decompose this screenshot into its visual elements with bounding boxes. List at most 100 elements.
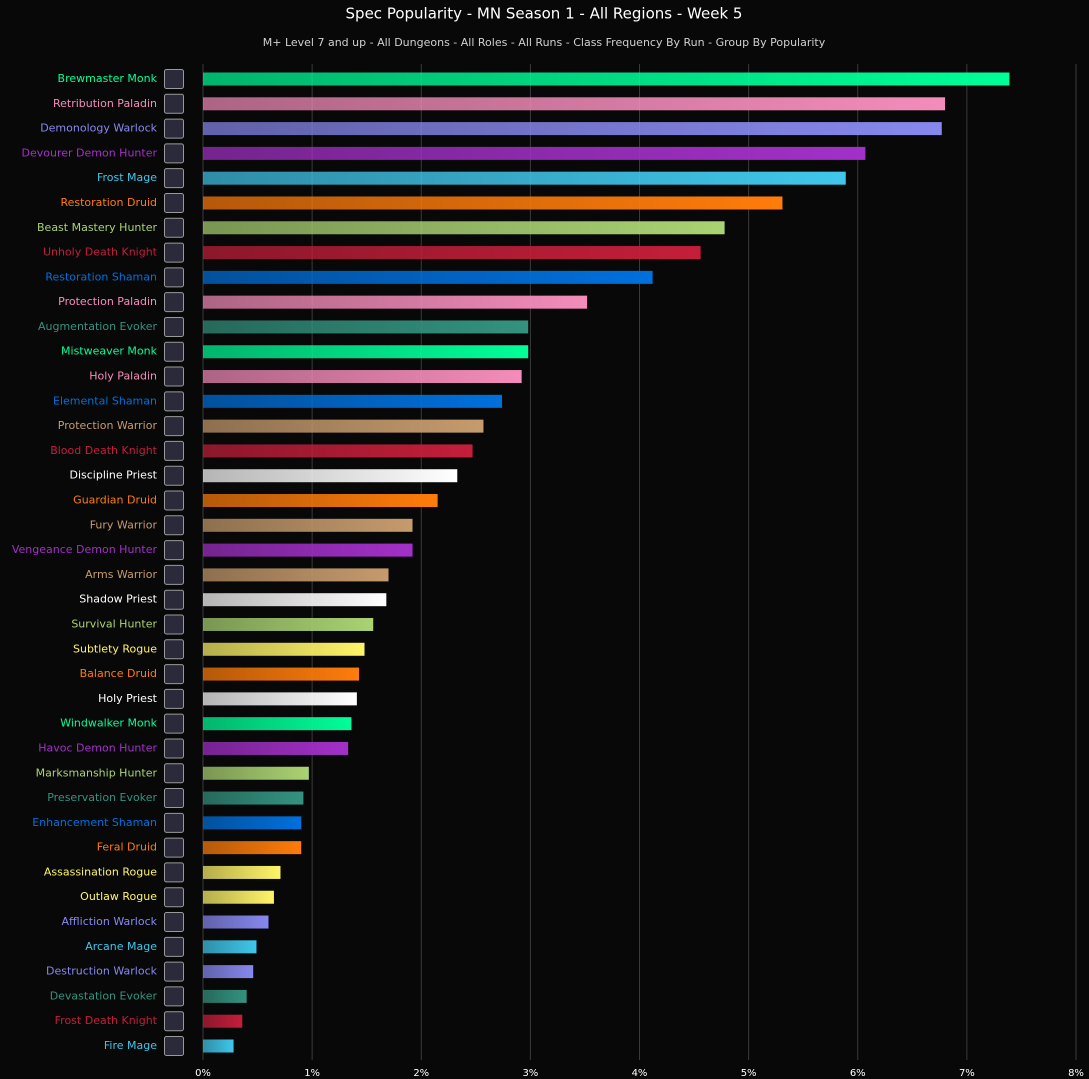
category-label: Holy Paladin [89,370,157,383]
category-label: Assassination Rogue [44,865,157,878]
spec-icon [164,639,184,660]
spec-icon [164,763,184,784]
x-tick-label: 3% [522,1068,538,1079]
category-label: Augmentation Evoker [38,320,157,333]
category-label: Vengeance Demon Hunter [12,543,158,556]
x-tick-label: 1% [304,1068,320,1079]
spec-icon [164,564,184,585]
spec-icon [164,316,184,337]
x-tick-label: 7% [959,1068,975,1079]
category-label: Survival Hunter [71,617,157,630]
spec-icon [164,440,184,461]
category-label: Devastation Evoker [50,989,158,1002]
spec-icon [164,1011,184,1032]
bar [203,246,701,260]
category-label: Frost Mage [97,171,157,184]
category-label: Shadow Priest [79,593,157,606]
bar [203,865,281,879]
x-tick-label: 8% [1068,1068,1084,1079]
category-label: Fury Warrior [90,518,158,531]
category-label: Fire Mage [104,1039,157,1052]
spec-icon [164,887,184,908]
category-label: Outlaw Rogue [80,890,157,903]
spec-icon [164,589,184,610]
spec-icon [164,118,184,139]
x-tick-label: 4% [632,1068,648,1079]
bar [203,1039,234,1053]
bar [203,320,529,334]
spec-icon [164,366,184,387]
category-label: Retribution Paladin [53,97,157,110]
bar [203,469,458,483]
spec-icon [164,341,184,362]
bar [203,791,304,805]
category-label: Enhancement Shaman [32,816,157,829]
bar [203,97,946,111]
bar [203,419,484,433]
x-tick-label: 5% [741,1068,757,1079]
bar [203,171,846,185]
category-label: Frost Death Knight [55,1014,158,1027]
spec-icon [164,143,184,164]
chart-title: Spec Popularity - MN Season 1 - All Regi… [346,5,743,23]
bar [203,989,247,1003]
spec-icon [164,664,184,685]
bar [203,965,254,979]
bar [203,568,389,582]
spec-icon [164,217,184,238]
category-label: Demonology Warlock [40,122,157,135]
bar [203,642,365,656]
spec-icon [164,168,184,189]
category-label: Feral Druid [97,841,157,854]
spec-icon [164,416,184,437]
spec-icon [164,688,184,709]
spec-icon [164,242,184,263]
bar [203,841,302,855]
x-tick-label: 6% [850,1068,866,1079]
bar [203,741,349,755]
bar [203,196,783,210]
category-label: Restoration Druid [60,196,157,209]
bar [203,394,503,408]
bar [203,1014,243,1028]
bar [203,766,309,780]
category-label: Discipline Priest [69,469,157,482]
category-label: Devourer Demon Hunter [22,146,158,159]
bar [203,593,387,607]
spec-icon [164,961,184,982]
spec-icon [164,812,184,833]
category-label: Holy Priest [98,692,158,705]
bar [203,146,866,160]
spec-icon [164,93,184,114]
spec-icon [164,540,184,561]
spec-icon [164,490,184,511]
x-tick-label: 2% [413,1068,429,1079]
category-label: Arms Warrior [85,568,157,581]
category-label: Affliction Warlock [62,915,158,928]
x-tick-label: 0% [195,1068,211,1079]
category-label: Unholy Death Knight [43,246,158,259]
spec-icon [164,986,184,1007]
bar [203,617,374,631]
bar [203,940,257,954]
spec-icon [164,614,184,635]
spec-icon [164,1036,184,1056]
category-label: Guardian Druid [73,494,157,507]
bar [203,543,413,557]
spec-icon [164,837,184,858]
spec-icon [164,912,184,933]
bar [203,915,269,929]
bar [203,345,529,359]
bar [203,890,274,904]
spec-icon [164,936,184,957]
spec-icon [164,465,184,486]
bar [203,667,360,681]
category-label: Protection Warrior [58,419,158,432]
bar [203,270,653,284]
bar [203,816,302,830]
category-label: Mistweaver Monk [61,345,158,358]
chart-subtitle: M+ Level 7 and up - All Dungeons - All R… [263,36,826,49]
bar [203,122,942,136]
category-label: Subtlety Rogue [73,642,157,655]
